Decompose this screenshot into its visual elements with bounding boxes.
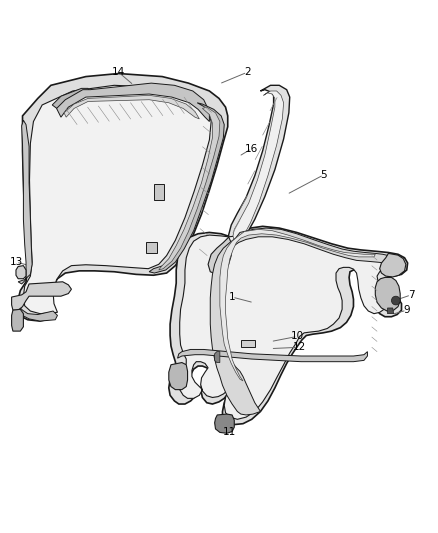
Text: 7: 7 [408, 290, 414, 300]
Polygon shape [179, 231, 402, 419]
Text: 11: 11 [223, 427, 237, 438]
Text: 9: 9 [403, 305, 410, 315]
Polygon shape [169, 362, 187, 390]
Polygon shape [177, 350, 367, 362]
Text: 5: 5 [321, 170, 327, 180]
Text: 14: 14 [112, 67, 125, 77]
Polygon shape [18, 74, 228, 321]
Polygon shape [229, 85, 290, 246]
Polygon shape [18, 120, 32, 284]
Polygon shape [18, 306, 57, 321]
Text: 12: 12 [293, 342, 307, 352]
Polygon shape [241, 340, 255, 348]
Polygon shape [16, 265, 26, 279]
Polygon shape [233, 91, 284, 243]
Polygon shape [52, 88, 90, 111]
Text: 16: 16 [245, 143, 258, 154]
Polygon shape [153, 184, 164, 200]
Polygon shape [159, 107, 220, 270]
Polygon shape [146, 243, 157, 253]
Polygon shape [64, 95, 199, 119]
Polygon shape [208, 237, 232, 274]
Text: 13: 13 [9, 257, 23, 267]
Circle shape [392, 296, 400, 305]
Polygon shape [215, 414, 234, 433]
Polygon shape [388, 308, 394, 313]
Text: 2: 2 [244, 67, 251, 77]
Polygon shape [210, 228, 397, 415]
Polygon shape [23, 85, 211, 313]
Polygon shape [380, 253, 406, 277]
Polygon shape [169, 227, 408, 425]
Text: 1: 1 [229, 292, 235, 302]
Polygon shape [220, 229, 375, 381]
Polygon shape [12, 282, 71, 310]
Polygon shape [57, 83, 209, 122]
Text: 10: 10 [291, 332, 304, 341]
Polygon shape [149, 103, 224, 273]
Polygon shape [375, 277, 400, 311]
Polygon shape [215, 352, 220, 362]
Polygon shape [12, 309, 23, 331]
